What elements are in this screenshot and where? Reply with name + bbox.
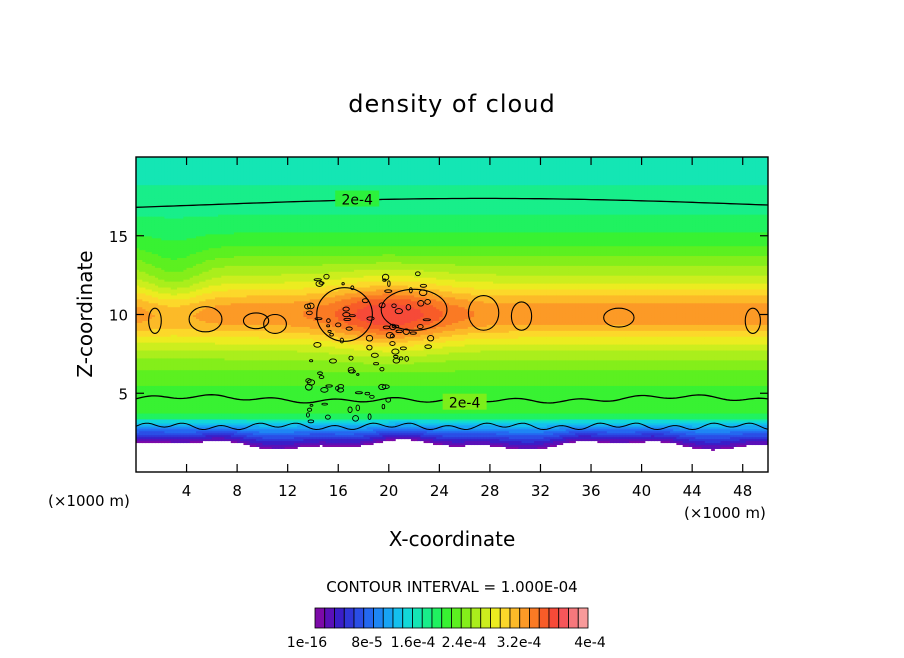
chart-title: density of cloud <box>348 90 555 118</box>
